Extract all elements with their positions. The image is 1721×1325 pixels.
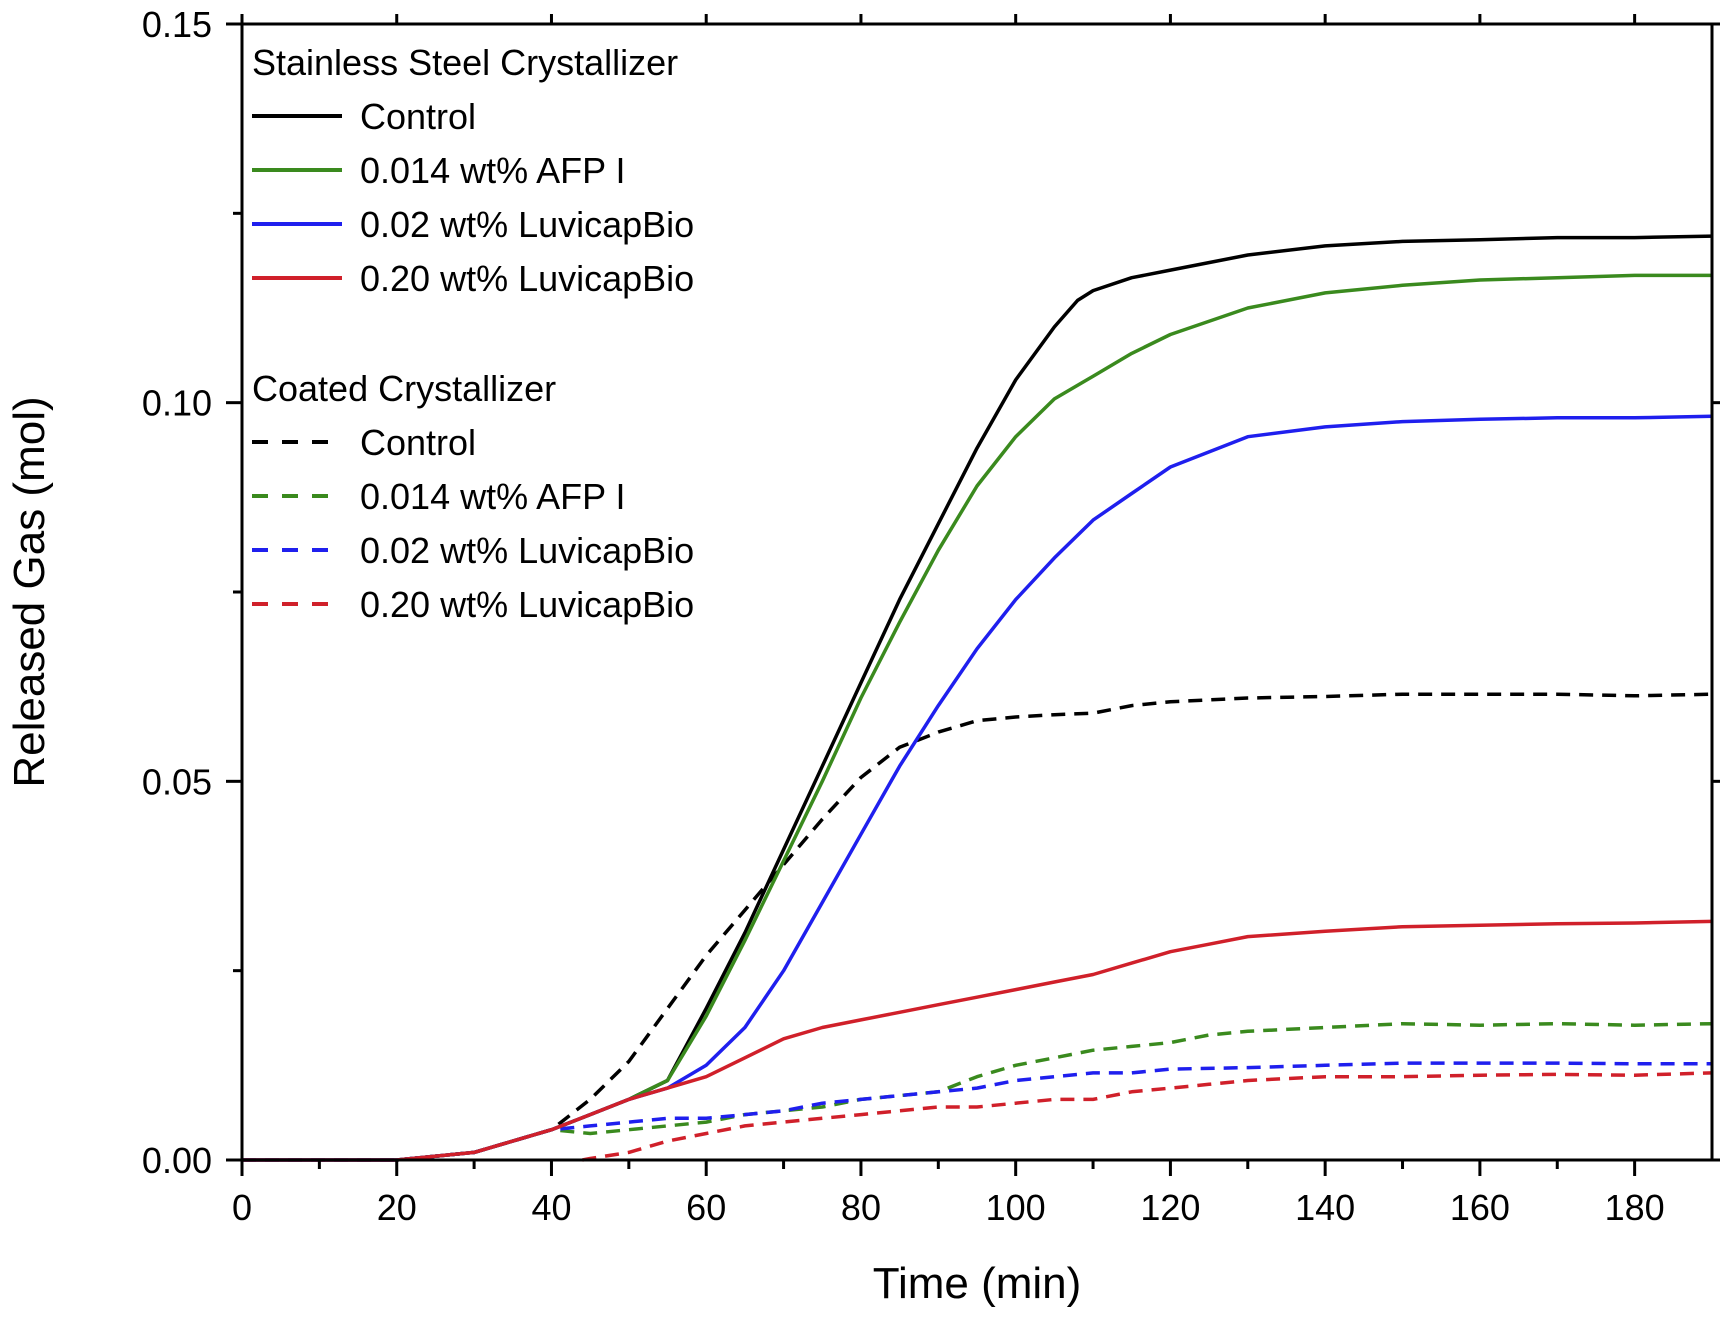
series-line-6-coated — [242, 1061, 1712, 1162]
series-line-5-coated — [242, 1021, 1713, 1162]
x-tick-label: 60 — [686, 1187, 726, 1228]
y-tick-label: 0.10 — [142, 383, 212, 424]
x-tick-label: 80 — [841, 1187, 881, 1228]
x-axis-title: Time (min) — [873, 1259, 1082, 1308]
series-line-3-stainless — [242, 919, 1713, 1162]
legend-label: 0.02 wt% LuvicapBio — [360, 530, 694, 571]
legend-label: 0.20 wt% LuvicapBio — [360, 584, 694, 625]
x-tick-label: 20 — [377, 1187, 417, 1228]
y-axis: 0.00 0.05 0.10 0.15 — [142, 4, 1720, 1181]
x-tick-label: 160 — [1450, 1187, 1510, 1228]
x-tick-label: 180 — [1605, 1187, 1665, 1228]
y-tick-label: 0.05 — [142, 761, 212, 802]
legend-label: 0.014 wt% AFP I — [360, 150, 625, 191]
legend-group-title: Coated Crystallizer — [252, 368, 556, 409]
legend-label: 0.02 wt% LuvicapBio — [360, 204, 694, 245]
y-axis-title: Released Gas (mol) — [5, 396, 54, 787]
x-tick-label: 120 — [1140, 1187, 1200, 1228]
series-line-2-stainless — [242, 414, 1713, 1162]
legend: Stainless Steel Crystallizer Control 0.014… — [252, 42, 694, 625]
legend-label: 0.014 wt% AFP I — [360, 476, 625, 517]
x-tick-label: 100 — [986, 1187, 1046, 1228]
y-tick-label: 0.00 — [142, 1140, 212, 1181]
legend-label: 0.20 wt% LuvicapBio — [360, 258, 694, 299]
legend-label: Control — [360, 96, 476, 137]
x-tick-label: 140 — [1295, 1187, 1355, 1228]
x-axis: 0 20 40 60 80 100 120 140 160 180 — [232, 14, 1665, 1228]
series-line-7-coated — [582, 1071, 1713, 1162]
series-layer — [242, 234, 1713, 1162]
x-tick-label: 0 — [232, 1187, 252, 1228]
legend-label: Control — [360, 422, 476, 463]
y-tick-label: 0.15 — [142, 4, 212, 45]
x-tick-label: 40 — [531, 1187, 571, 1228]
legend-group-title: Stainless Steel Crystallizer — [252, 42, 678, 83]
series-line-4-coated — [242, 692, 1713, 1162]
